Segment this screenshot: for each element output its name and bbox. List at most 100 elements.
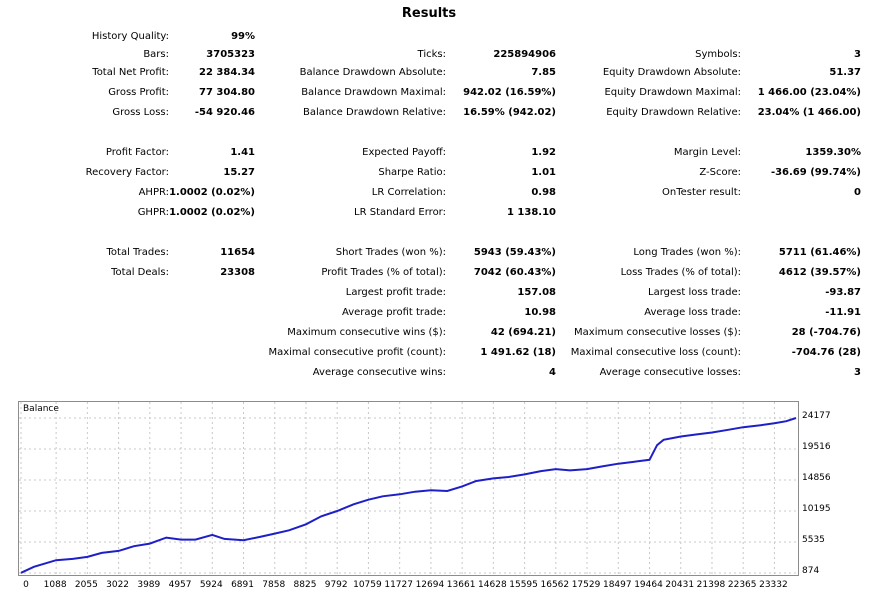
gross-profit-value: 77 304.80 — [199, 87, 255, 98]
ahpr-value: 1.0002 (0.02%) — [169, 187, 255, 198]
margin-level-value: 1359.30% — [805, 147, 861, 158]
average-consecutive-losses-value: 3 — [854, 367, 861, 378]
equity-dd-relative-value: 23.04% (1 466.00) — [757, 107, 861, 118]
balance-dd-absolute-label: Balance Drawdown Absolute: — [299, 67, 446, 78]
long-trades-label: Long Trades (won %): — [633, 247, 741, 258]
largest-loss-trade-label: Largest loss trade: — [648, 287, 741, 298]
profit-factor-label: Profit Factor: — [105, 147, 169, 158]
balance-series-line — [20, 417, 797, 574]
recovery-factor-value: 15.27 — [223, 167, 255, 178]
x-tick-label: 23332 — [759, 580, 788, 590]
max-consecutive-wins-value: 42 (694.21) — [490, 327, 556, 338]
x-tick-label: 2055 — [74, 580, 98, 590]
balance-dd-relative-value: 16.59% (942.02) — [463, 107, 556, 118]
x-tick-label: 5924 — [199, 580, 223, 590]
loss-trades-value: 4612 (39.57%) — [778, 267, 861, 278]
max-consecutive-losses-value: 28 (-704.76) — [791, 327, 861, 338]
x-tick-label: 9792 — [324, 580, 348, 590]
lr-standard-error-label: LR Standard Error: — [354, 207, 446, 218]
gross-profit-label: Gross Profit: — [108, 87, 169, 98]
balance-dd-maximal-label: Balance Drawdown Maximal: — [301, 87, 446, 98]
largest-profit-trade-label: Largest profit trade: — [345, 287, 446, 298]
y-tick-label: 5535 — [802, 534, 825, 545]
maximal-consecutive-loss-value: -704.76 (28) — [791, 347, 861, 358]
symbols-label: Symbols: — [695, 49, 741, 60]
y-tick-label: 874 — [802, 566, 820, 576]
expected-payoff-value: 1.92 — [531, 147, 556, 158]
expected-payoff-label: Expected Payoff: — [362, 147, 446, 158]
equity-dd-relative-label: Equity Drawdown Relative: — [606, 107, 741, 118]
maximal-consecutive-loss-label: Maximal consecutive loss (count): — [570, 347, 741, 358]
total-trades-value: 11654 — [220, 247, 255, 258]
total-trades-label: Total Trades: — [106, 247, 170, 258]
maximal-consecutive-profit-value: 1 491.62 (18) — [480, 347, 556, 358]
ontester-result-label: OnTester result: — [661, 187, 741, 198]
maximal-consecutive-profit-label: Maximal consecutive profit (count): — [268, 347, 446, 358]
average-profit-trade-label: Average profit trade: — [341, 307, 446, 318]
chart-title: Balance — [23, 404, 59, 414]
x-tick-label: 10759 — [353, 580, 382, 590]
lr-correlation-value: 0.98 — [531, 187, 556, 198]
ontester-result-value: 0 — [854, 187, 861, 198]
gross-loss-label: Gross Loss: — [112, 107, 169, 118]
x-tick-label: 21398 — [696, 580, 726, 590]
x-tick-label: 3022 — [106, 580, 130, 590]
balance-dd-absolute-value: 7.85 — [531, 67, 556, 78]
equity-dd-maximal-label: Equity Drawdown Maximal: — [604, 87, 741, 98]
balance-chart-plot — [19, 402, 798, 575]
x-tick-label: 1088 — [43, 580, 67, 590]
x-tick-label: 13661 — [446, 580, 476, 590]
balance-chart: Balance — [18, 401, 799, 576]
total-net-profit-value: 22 384.34 — [199, 67, 255, 78]
bars-label: Bars: — [143, 49, 169, 60]
balance-dd-maximal-value: 942.02 (16.59%) — [463, 87, 556, 98]
y-tick-label: 14856 — [802, 472, 831, 483]
average-loss-trade-value: -11.91 — [825, 307, 861, 318]
sharpe-ratio-value: 1.01 — [531, 167, 556, 178]
profit-factor-value: 1.41 — [230, 147, 255, 158]
x-tick-label: 20431 — [665, 580, 695, 590]
z-score-label: Z-Score: — [699, 167, 741, 178]
margin-level-label: Margin Level: — [673, 147, 741, 158]
x-tick-label: 8825 — [293, 580, 317, 590]
total-deals-value: 23308 — [220, 267, 255, 278]
x-tick-label: 14628 — [478, 580, 507, 590]
x-tick-label: 18497 — [602, 580, 632, 590]
x-tick-label: 22365 — [727, 580, 757, 590]
profit-trades-label: Profit Trades (% of total): — [321, 267, 446, 278]
ghpr-value: 1.0002 (0.02%) — [169, 207, 255, 218]
largest-loss-trade-value: -93.87 — [825, 287, 861, 298]
x-tick-label: 0 — [23, 580, 29, 590]
symbols-value: 3 — [854, 49, 861, 60]
bars-value: 3705323 — [206, 49, 255, 60]
lr-standard-error-value: 1 138.10 — [506, 207, 556, 218]
x-tick-label: 12694 — [415, 580, 445, 590]
average-loss-trade-label: Average loss trade: — [644, 307, 741, 318]
history-quality-value: 99% — [231, 31, 255, 42]
x-tick-label: 3989 — [137, 580, 161, 590]
y-tick-label: 10195 — [802, 504, 831, 514]
x-tick-label: 17529 — [571, 580, 601, 590]
average-consecutive-wins-label: Average consecutive wins: — [312, 367, 446, 378]
lr-correlation-label: LR Correlation: — [371, 187, 446, 198]
max-consecutive-losses-label: Maximum consecutive losses ($): — [574, 327, 741, 338]
x-tick-label: 19464 — [634, 580, 663, 590]
equity-dd-maximal-value: 1 466.00 (23.04%) — [757, 87, 861, 98]
equity-dd-absolute-label: Equity Drawdown Absolute: — [602, 67, 741, 78]
gross-loss-value: -54 920.46 — [194, 107, 255, 118]
average-consecutive-wins-value: 4 — [549, 367, 556, 378]
y-tick-label: 24177 — [802, 411, 831, 421]
average-profit-trade-value: 10.98 — [524, 307, 556, 318]
history-quality-label: History Quality: — [91, 31, 169, 42]
equity-dd-absolute-value: 51.37 — [829, 67, 861, 78]
ticks-label: Ticks: — [417, 49, 446, 60]
average-consecutive-losses-label: Average consecutive losses: — [599, 367, 741, 378]
balance-dd-relative-label: Balance Drawdown Relative: — [302, 107, 446, 118]
report-title: Results — [401, 6, 457, 21]
ahpr-label: AHPR: — [138, 187, 169, 198]
short-trades-label: Short Trades (won %): — [335, 247, 446, 258]
loss-trades-label: Loss Trades (% of total): — [620, 267, 741, 278]
x-tick-label: 11727 — [384, 580, 413, 590]
z-score-value: -36.69 (99.74%) — [770, 167, 861, 178]
long-trades-value: 5711 (61.46%) — [778, 247, 861, 258]
